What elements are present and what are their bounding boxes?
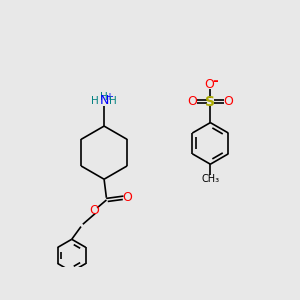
Text: O: O bbox=[122, 191, 132, 204]
Text: O: O bbox=[90, 204, 100, 218]
Text: O: O bbox=[187, 95, 197, 108]
Text: H: H bbox=[92, 96, 99, 106]
Text: H: H bbox=[109, 96, 117, 106]
Text: O: O bbox=[204, 78, 214, 91]
Text: N: N bbox=[99, 94, 109, 107]
Text: S: S bbox=[205, 95, 215, 109]
Text: H: H bbox=[100, 92, 108, 102]
Text: +: + bbox=[105, 92, 113, 102]
Text: CH₃: CH₃ bbox=[201, 174, 219, 184]
Text: O: O bbox=[224, 95, 233, 108]
Text: -: - bbox=[213, 74, 218, 88]
